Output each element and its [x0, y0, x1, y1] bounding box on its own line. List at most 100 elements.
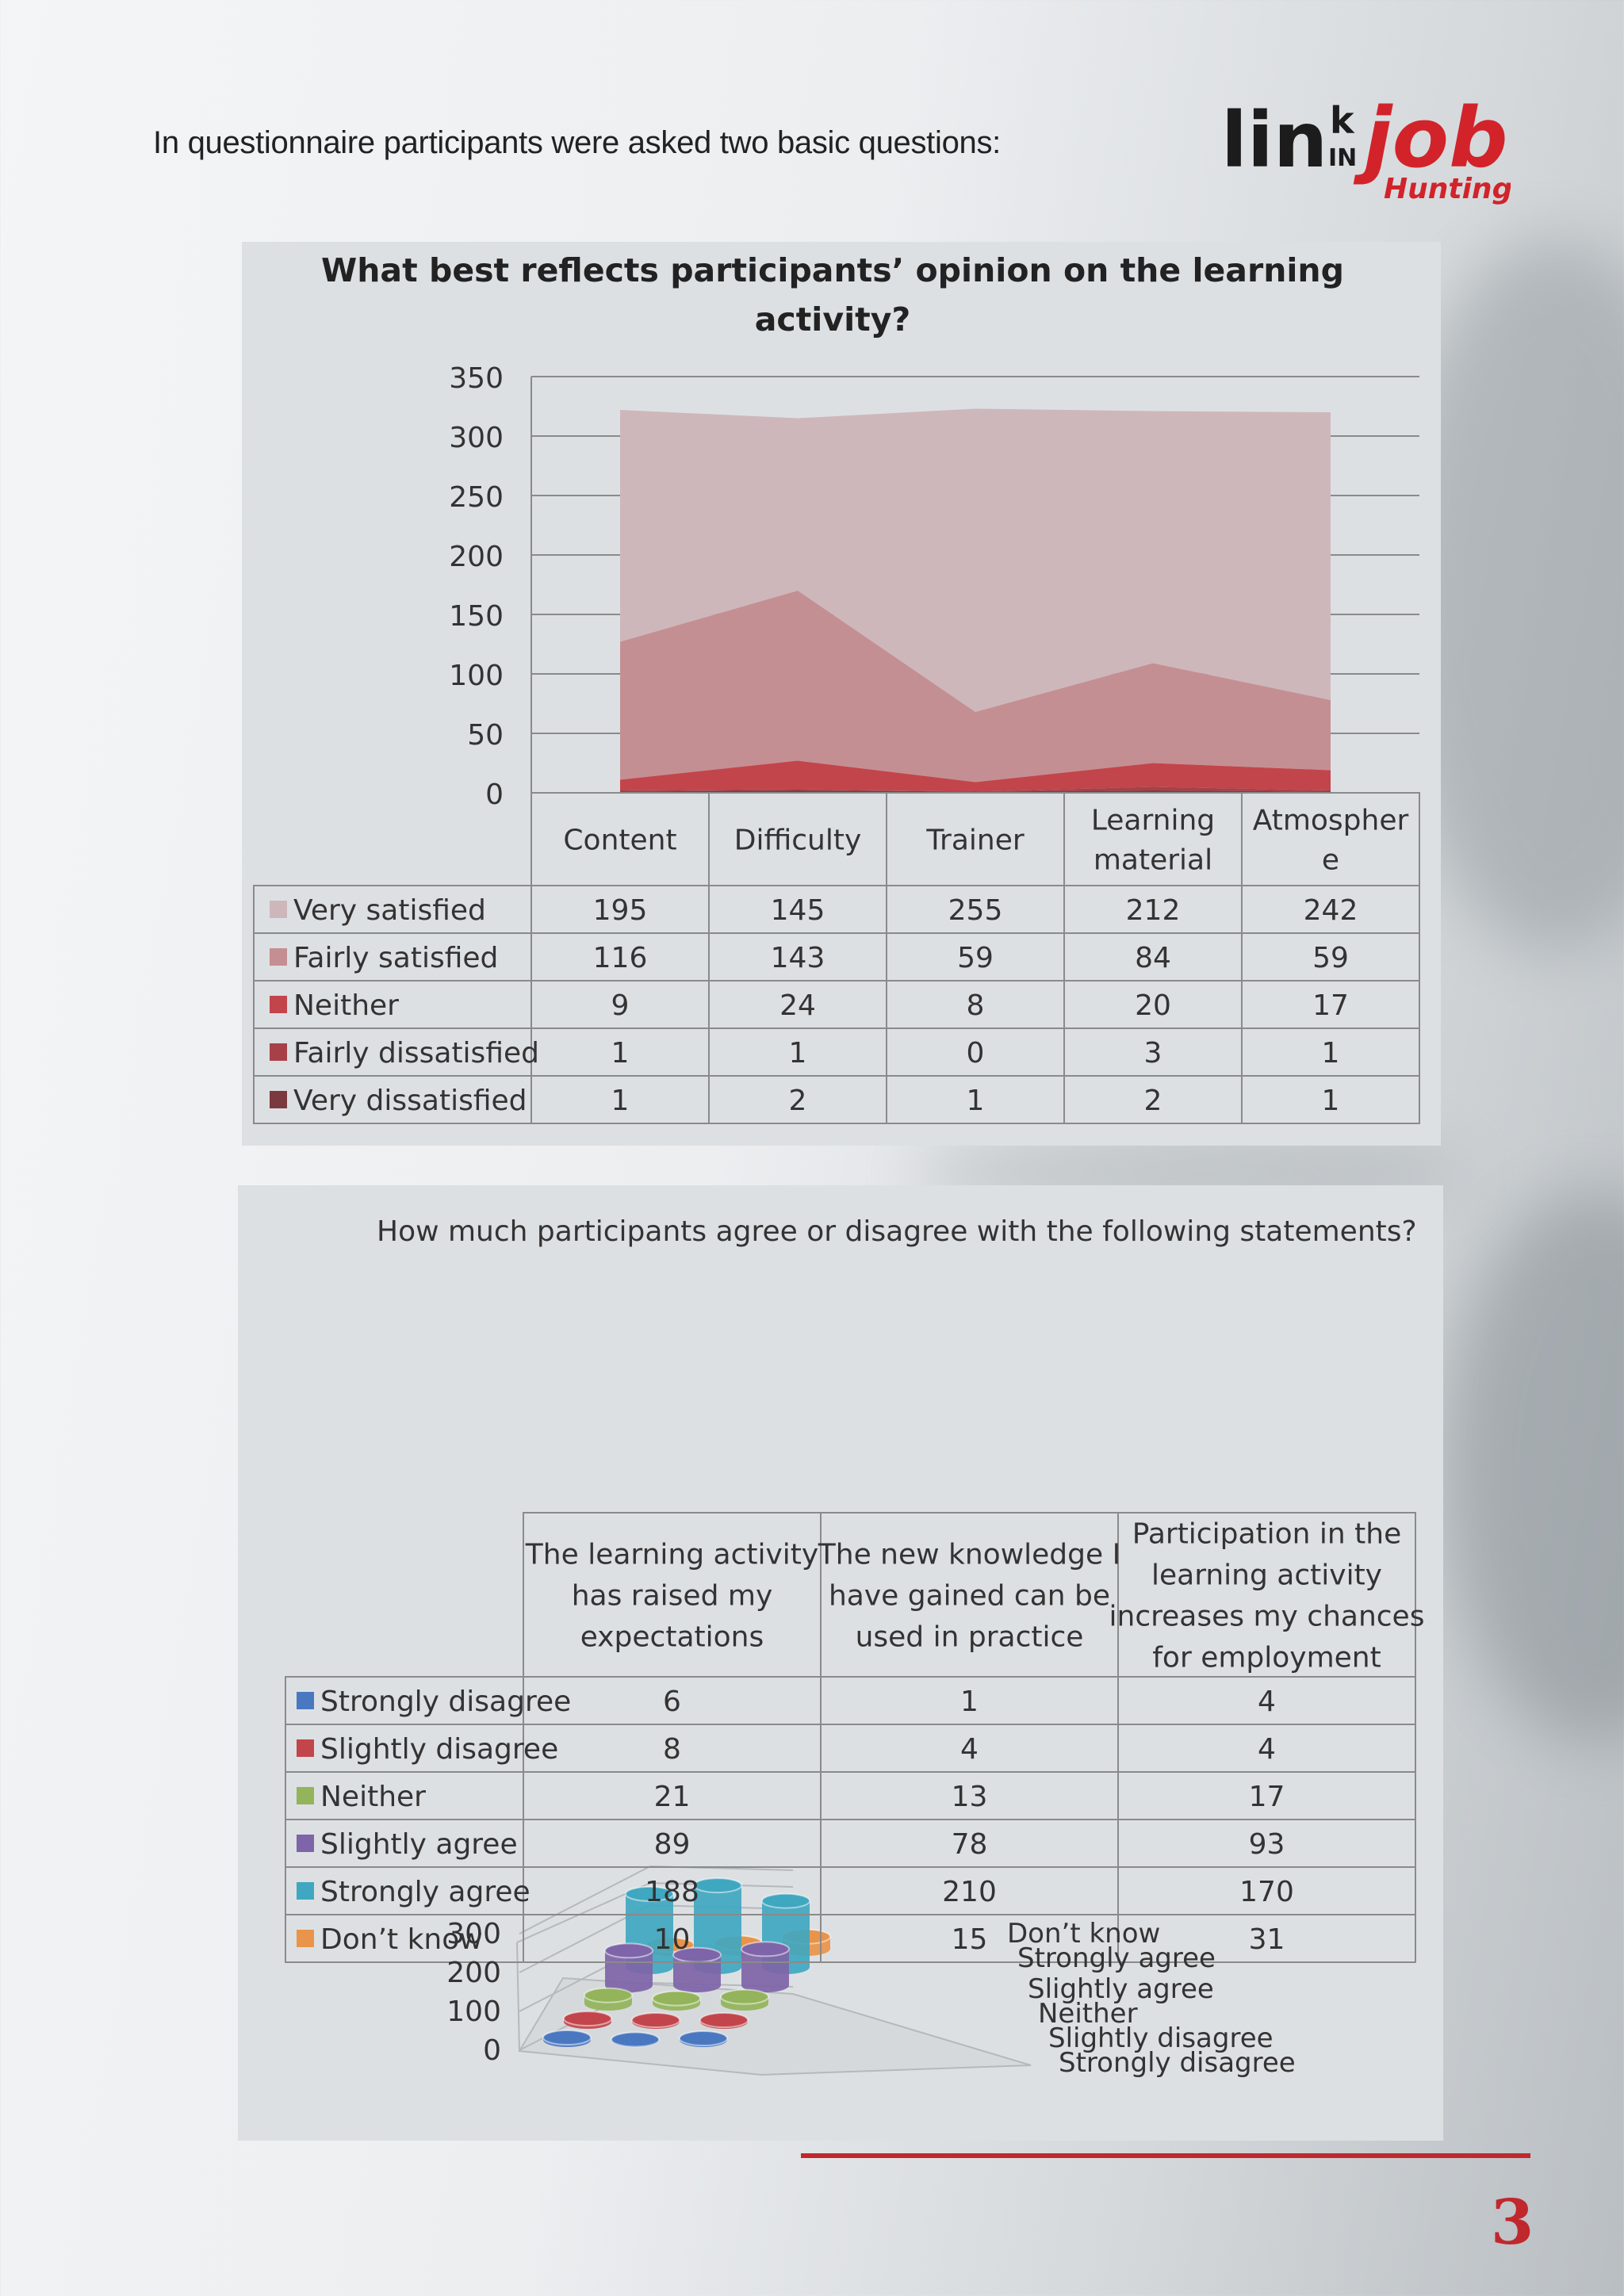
table-value: 1 — [611, 1037, 630, 1070]
bar-slightly-agree-2 — [672, 1946, 722, 1992]
series-axis-label: Don’t know — [1007, 1918, 1160, 1950]
table-value: 242 — [1304, 894, 1358, 927]
legend-swatch — [270, 996, 287, 1013]
y-tick-label: 100 — [449, 660, 504, 692]
table-value: 255 — [948, 894, 1003, 927]
bar-strongly-disagree-2-top — [611, 2031, 660, 2048]
table-value: 2 — [789, 1085, 807, 1117]
bar-strongly-agree-3-top — [761, 1892, 810, 1909]
bar-slightly-disagree-2-top — [631, 2012, 680, 2029]
legend-swatch — [297, 1739, 314, 1757]
y-tick-label: 200 — [446, 1957, 501, 1989]
chart-title: How much participants agree or disagree … — [377, 1215, 1417, 1248]
legend-swatch — [297, 1692, 314, 1709]
y-tick-label: 200 — [449, 541, 504, 573]
footer-rule — [801, 2153, 1530, 2158]
area-neither — [620, 760, 1331, 792]
bar-strongly-disagree-2 — [611, 2031, 660, 2048]
bar-slightly-disagree-1-top — [563, 2011, 612, 2027]
gridline — [519, 1866, 651, 1934]
chart-title: activity? — [755, 300, 911, 339]
x-category-label: The new knowledge I — [818, 1539, 1120, 1571]
bar-slightly-disagree-1 — [563, 2011, 612, 2029]
legend-swatch — [270, 1091, 287, 1108]
table-value: 84 — [1135, 942, 1171, 974]
table-value: 9 — [611, 989, 630, 1022]
table-value: 4 — [1258, 1686, 1276, 1718]
y-tick-label: 250 — [449, 481, 504, 514]
table-value: 2 — [1144, 1085, 1162, 1117]
x-category-label: Difficulty — [734, 825, 862, 857]
x-category-label: have gained can be — [829, 1580, 1110, 1613]
table-value: 6 — [663, 1686, 681, 1718]
area-very-satisfied — [620, 408, 1331, 712]
table-value: 1 — [611, 1085, 630, 1117]
agreement-chart-panel: How much participants agree or disagree … — [238, 1185, 1443, 2141]
table-value: 170 — [1239, 1876, 1294, 1908]
bar-neither-1-top — [584, 1987, 633, 2003]
table-value: 116 — [593, 942, 648, 974]
table-value: 1 — [967, 1085, 985, 1117]
table-value: 17 — [1249, 1781, 1285, 1813]
table-value: 143 — [771, 942, 825, 974]
bar-slightly-agree-2-body — [673, 1954, 721, 1992]
table-value: 1 — [789, 1037, 807, 1070]
legend-label: Strongly agree — [320, 1876, 530, 1908]
legend-label: Very dissatisfied — [293, 1085, 527, 1117]
x-category-label: e — [1322, 844, 1339, 877]
legend-label: Don’t know — [320, 1923, 483, 1956]
table-value: 59 — [957, 942, 994, 974]
x-category-label: Content — [563, 825, 676, 857]
table-value: 1 — [1322, 1037, 1340, 1070]
series-axis-label: Neither — [1038, 1998, 1138, 2030]
legend-swatch — [297, 1930, 314, 1947]
area-fairly-satisfied — [620, 591, 1331, 783]
y-tick-label: 0 — [483, 2034, 501, 2067]
series-axis-label: Slightly disagree — [1048, 2022, 1274, 2054]
table-value: 1 — [960, 1686, 979, 1718]
bar-strongly-agree-2-top — [693, 1877, 742, 1894]
bar-slightly-disagree-2 — [631, 2012, 680, 2029]
legend-swatch — [297, 1882, 314, 1900]
table-value: 3 — [1144, 1037, 1162, 1070]
table-value: 212 — [1126, 894, 1181, 927]
y-tick-label: 100 — [446, 1996, 501, 2028]
table-value: 8 — [967, 989, 985, 1022]
chart-title: What best reflects participants’ opinion… — [321, 251, 1344, 289]
bar-strongly-agree-1-top — [625, 1885, 674, 1902]
page-number: 3 — [1491, 2187, 1534, 2259]
y-tick-label: 350 — [449, 362, 504, 395]
x-category-label: The learning activity — [525, 1539, 818, 1571]
series-axis-label: Strongly disagree — [1059, 2047, 1296, 2079]
table-value: 0 — [967, 1037, 985, 1070]
intro-text: In questionnaire participants were asked… — [153, 125, 1001, 160]
bar-neither-2-top — [652, 1990, 701, 2007]
y-tick-label: 0 — [485, 779, 504, 811]
legend-label: Fairly satisfied — [293, 942, 498, 974]
x-category-label: for employment — [1152, 1642, 1381, 1674]
legend-label: Neither — [293, 989, 399, 1022]
legend-swatch — [270, 948, 287, 966]
chart-floor — [518, 1976, 1032, 2076]
bar-slightly-agree-1-body — [605, 1950, 653, 1992]
table-value: 210 — [942, 1876, 997, 1908]
series-axis-label: Strongly agree — [1017, 1942, 1216, 1974]
bar-slightly-disagree-3 — [699, 2012, 749, 2029]
legend-label: Very satisfied — [293, 894, 486, 927]
bar-strongly-disagree-3-top — [679, 2030, 728, 2047]
table-value: 21 — [654, 1781, 691, 1813]
table-value: 31 — [1249, 1923, 1285, 1956]
bar-slightly-disagree-3-top — [699, 2012, 749, 2029]
table-value: 10 — [654, 1923, 691, 1956]
logo-lin: lin — [1221, 96, 1327, 185]
legend-label: Slightly disagree — [320, 1733, 558, 1766]
x-category-label: used in practice — [856, 1621, 1084, 1654]
agreement-3d-column-chart: How much participants agree or disagree … — [285, 1215, 1424, 2079]
bar-slightly-agree-3 — [741, 1941, 790, 1992]
y-tick-label: 50 — [467, 719, 504, 752]
bar-neither-1 — [584, 1987, 633, 2011]
table-value: 145 — [771, 894, 825, 927]
logo-k: k — [1330, 99, 1355, 142]
logo-in: IN — [1328, 144, 1357, 172]
linkin-job-hunting-logo: lin k IN job Hunting — [1221, 90, 1511, 205]
